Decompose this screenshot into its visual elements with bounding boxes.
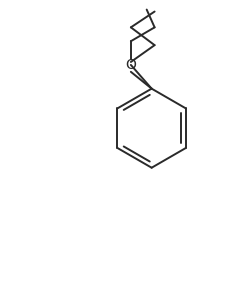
Text: O: O xyxy=(126,58,136,72)
